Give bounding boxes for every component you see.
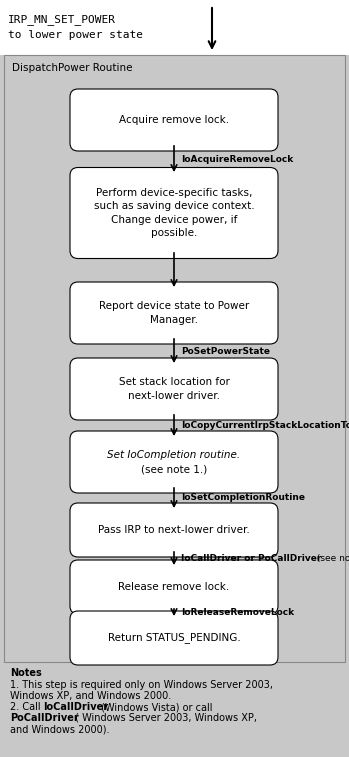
- FancyBboxPatch shape: [70, 167, 278, 258]
- Text: Set stack location for
next-lower driver.: Set stack location for next-lower driver…: [119, 378, 229, 400]
- Text: IoAcquireRemoveLock: IoAcquireRemoveLock: [181, 154, 293, 164]
- Text: Release remove lock.: Release remove lock.: [118, 582, 230, 592]
- Text: Set IoCompletion routine.: Set IoCompletion routine.: [107, 450, 240, 460]
- FancyBboxPatch shape: [70, 282, 278, 344]
- Text: IoReleaseRemoveLock: IoReleaseRemoveLock: [181, 608, 294, 617]
- Text: ( Windows Server 2003, Windows XP,: ( Windows Server 2003, Windows XP,: [72, 713, 257, 723]
- Text: DispatchPower Routine: DispatchPower Routine: [12, 63, 133, 73]
- FancyBboxPatch shape: [70, 431, 278, 493]
- FancyBboxPatch shape: [70, 560, 278, 614]
- Text: (see note 1.): (see note 1.): [141, 465, 207, 475]
- Text: Perform device-specific tasks,
such as saving device context.
Change device powe: Perform device-specific tasks, such as s…: [94, 188, 254, 238]
- Text: Pass IRP to next-lower driver.: Pass IRP to next-lower driver.: [98, 525, 250, 535]
- Text: PoCallDriver: PoCallDriver: [10, 713, 79, 723]
- Text: Acquire remove lock.: Acquire remove lock.: [119, 115, 229, 125]
- FancyBboxPatch shape: [70, 611, 278, 665]
- FancyBboxPatch shape: [70, 89, 278, 151]
- Text: PoSetPowerState: PoSetPowerState: [181, 347, 270, 356]
- Text: Windows XP, and Windows 2000.: Windows XP, and Windows 2000.: [10, 691, 171, 701]
- FancyBboxPatch shape: [70, 503, 278, 557]
- Text: Report device state to Power
Manager.: Report device state to Power Manager.: [99, 301, 249, 325]
- Text: to lower power state: to lower power state: [8, 30, 143, 40]
- Text: (Windows Vista) or call: (Windows Vista) or call: [98, 702, 213, 712]
- Text: IoSetCompletionRoutine: IoSetCompletionRoutine: [181, 494, 305, 503]
- Text: IRP_MN_SET_POWER: IRP_MN_SET_POWER: [8, 14, 116, 25]
- Text: IoCallDriver: IoCallDriver: [43, 702, 108, 712]
- Text: (see note 2.): (see note 2.): [314, 554, 349, 563]
- FancyBboxPatch shape: [4, 55, 345, 662]
- FancyBboxPatch shape: [0, 0, 349, 55]
- Text: Return STATUS_PENDING.: Return STATUS_PENDING.: [107, 633, 240, 643]
- FancyBboxPatch shape: [70, 358, 278, 420]
- Text: 2. Call: 2. Call: [10, 702, 44, 712]
- Text: IoCallDriver or PoCallDriver: IoCallDriver or PoCallDriver: [181, 554, 321, 563]
- Text: IoCopyCurrentIrpStackLocationToNext: IoCopyCurrentIrpStackLocationToNext: [181, 421, 349, 430]
- Text: 1. This step is required only on Windows Server 2003,: 1. This step is required only on Windows…: [10, 680, 273, 690]
- Text: Notes: Notes: [10, 668, 42, 678]
- Text: and Windows 2000).: and Windows 2000).: [10, 724, 110, 734]
